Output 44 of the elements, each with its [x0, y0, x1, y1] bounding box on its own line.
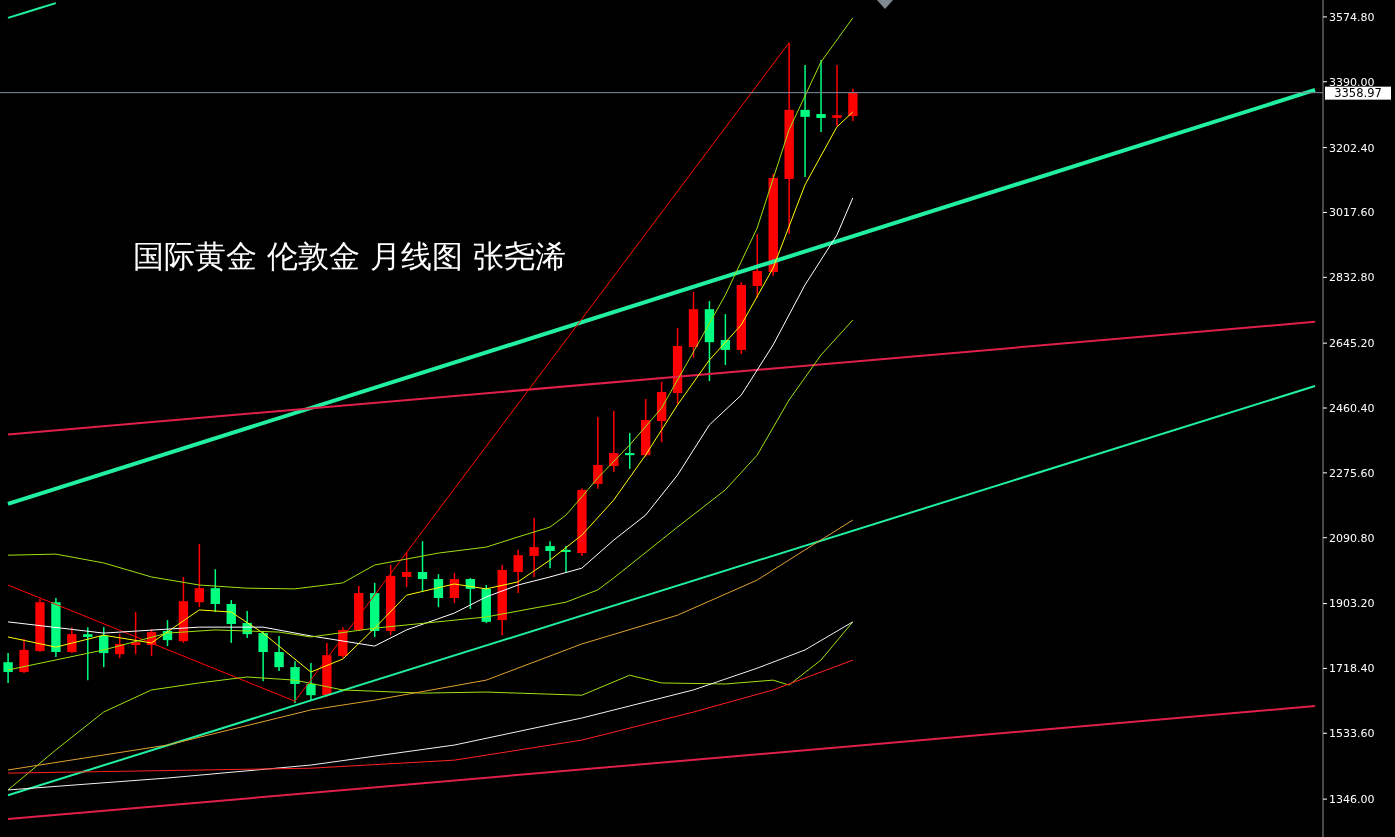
candlestick	[3, 652, 13, 684]
line-series	[7, 621, 854, 791]
text: 国际黄金 伦敦金 月线图 张尧浠	[133, 237, 566, 276]
y-tick-label: 1903.20	[1329, 597, 1375, 611]
candlestick	[529, 517, 539, 578]
y-tick-label: 1718.40	[1329, 662, 1375, 676]
line-series	[6, 2, 57, 19]
candlestick	[194, 543, 205, 608]
candlestick	[274, 635, 284, 672]
y-tick-label: 2645.20	[1329, 337, 1375, 351]
candlestick	[210, 568, 220, 613]
candlestick	[593, 416, 603, 490]
candlestick	[401, 551, 412, 588]
candlestick	[433, 573, 444, 608]
candlestick	[67, 626, 77, 654]
line-series	[7, 17, 854, 590]
y-tick-label: 1346.00	[1329, 793, 1375, 806]
y-tick-label: 3017.60	[1329, 206, 1375, 220]
candlestick	[130, 611, 141, 655]
candlestick	[19, 638, 29, 674]
candlestick	[848, 88, 858, 122]
candlestick	[816, 59, 826, 133]
y-tick-label: 3202.40	[1329, 141, 1375, 155]
candlestick	[513, 549, 523, 594]
candlestick	[83, 626, 93, 681]
y-tick-label: 2090.80	[1329, 531, 1375, 545]
candlestick	[417, 540, 428, 593]
y-tick-label: 1533.60	[1329, 727, 1375, 741]
candlestick	[545, 540, 555, 569]
ref-line-label: 3358.97	[1334, 86, 1382, 101]
y-tick-label: 3574.80	[1329, 10, 1375, 24]
candlestick	[290, 660, 300, 704]
candlestick	[306, 662, 316, 701]
y-tick-label: 2275.60	[1329, 466, 1375, 480]
line-series	[7, 659, 854, 774]
candlestick	[258, 631, 268, 682]
y-tick-label: 2460.40	[1329, 401, 1375, 415]
candlestick	[800, 64, 810, 178]
candlestick	[832, 64, 842, 127]
line-series	[7, 519, 854, 771]
candlestick	[625, 432, 635, 470]
y-tick-label: 3390.00	[1329, 75, 1375, 89]
y-tick-label: 2832.80	[1329, 271, 1375, 285]
candlestick	[752, 233, 762, 299]
